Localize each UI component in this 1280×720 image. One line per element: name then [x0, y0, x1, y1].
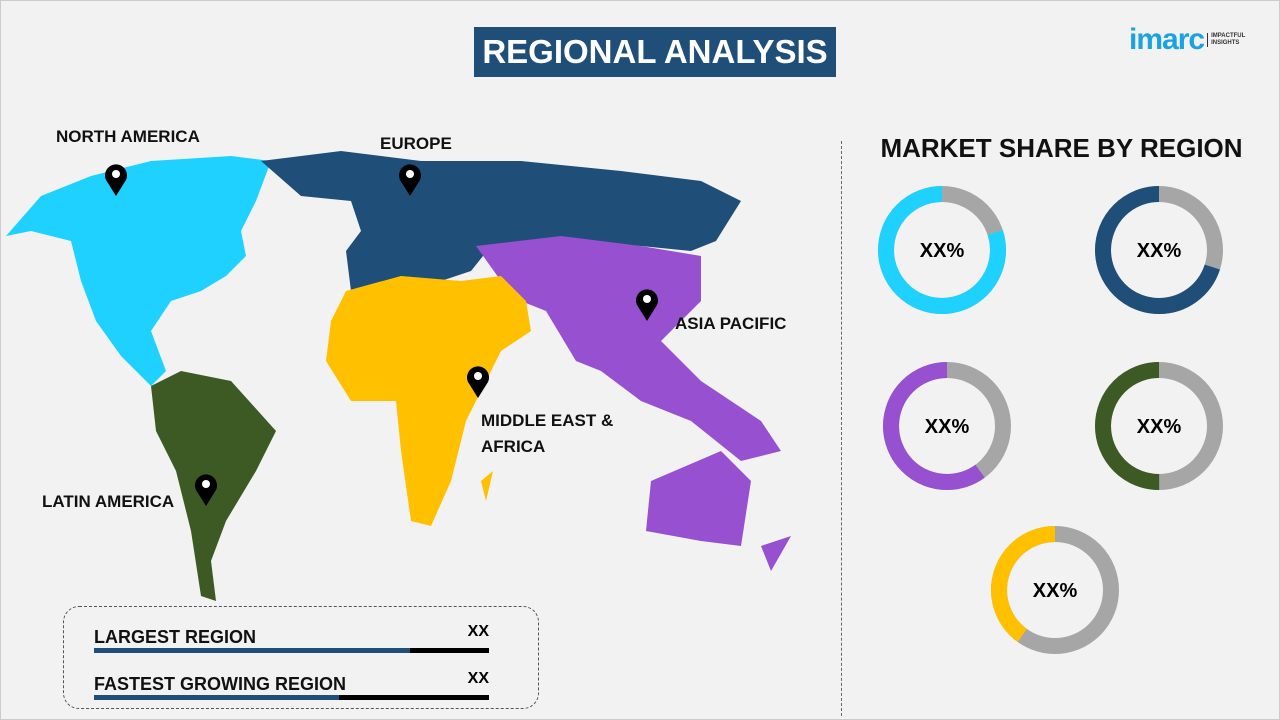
page-title: REGIONAL ANALYSIS	[474, 27, 836, 77]
region-europe	[261, 151, 741, 291]
fastest-region-bar	[94, 695, 489, 700]
fastest-region-row: FASTEST GROWING REGION XX	[94, 670, 489, 700]
donut-label: XX%	[925, 416, 970, 438]
donut-label: XX%	[1137, 240, 1182, 262]
donut-segment	[878, 186, 1006, 314]
label-asia-pacific: ASIA PACIFIC	[675, 314, 787, 333]
label-middle-east-africa: MIDDLE EAST & AFRICA	[481, 411, 614, 456]
summary-box: LARGEST REGION XX FASTEST GROWING REGION…	[63, 606, 539, 709]
map-pin-icon	[195, 474, 217, 506]
map-pins	[105, 164, 658, 506]
donut-segment	[991, 526, 1119, 654]
donut-chart: XX%	[1095, 186, 1223, 314]
donut-segment	[883, 362, 1011, 490]
map-pin-icon	[636, 289, 658, 321]
donut-segment	[1095, 186, 1223, 314]
divider	[841, 141, 842, 716]
label-latin-america: LATIN AMERICA	[42, 492, 175, 511]
imarc-logo: imarc IMPACTFUL INSIGHTS	[1129, 23, 1246, 56]
donut-label: XX%	[1033, 580, 1078, 602]
label-europe: EUROPE	[380, 134, 452, 153]
map-pin-icon	[399, 164, 421, 196]
donut-segment	[1095, 362, 1223, 490]
donut-label: XX%	[1137, 416, 1182, 438]
map-pin-icon	[105, 164, 127, 196]
region-north-america	[6, 156, 271, 386]
largest-region-row: LARGEST REGION XX	[94, 623, 489, 653]
map-pin-icon	[467, 366, 489, 398]
world-map	[6, 151, 791, 601]
region-asia-pacific	[476, 236, 791, 571]
donut-label: XX%	[920, 240, 965, 262]
region-middle-east-africa	[326, 276, 531, 526]
largest-region-bar	[94, 648, 489, 653]
donut-chart: XX%	[883, 362, 1011, 490]
donut-chart: XX%	[878, 186, 1006, 314]
label-north-america: NORTH AMERICA	[56, 127, 200, 146]
donut-chart: XX%	[991, 526, 1119, 654]
chart-title: MARKET SHARE BY REGION	[880, 133, 1243, 163]
donut-chart: XX%	[1095, 362, 1223, 490]
